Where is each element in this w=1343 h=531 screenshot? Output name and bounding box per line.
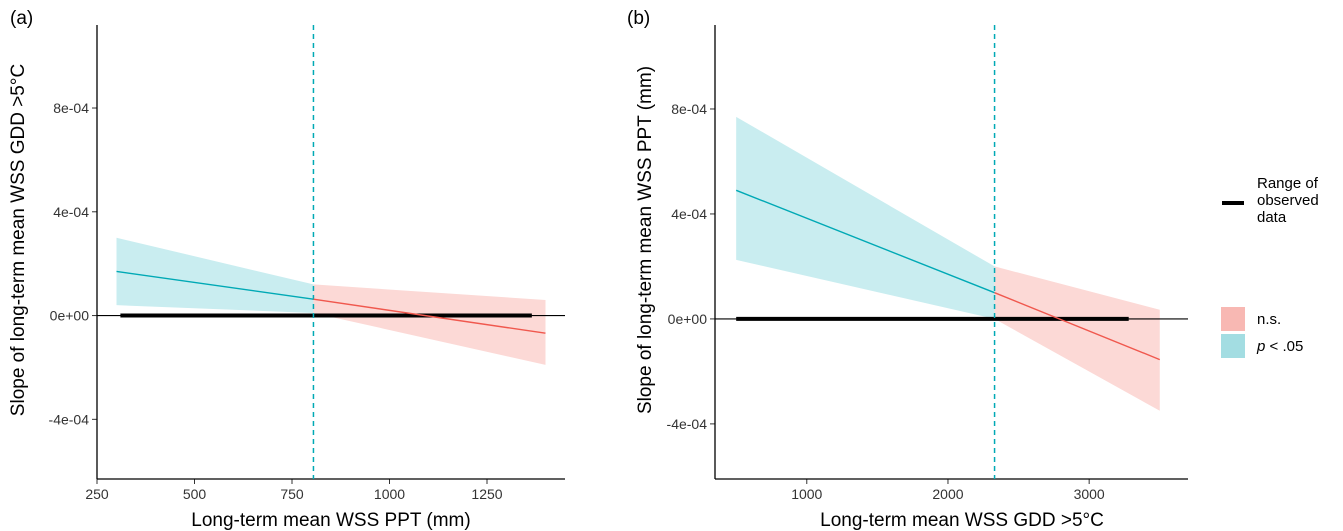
panel-a-x-axis-title: Long-term mean WSS PPT (mm)	[191, 510, 470, 531]
panel-a-x-tick-label: 750	[280, 486, 304, 502]
panel-b-y-axis-title: Slope of long-term mean WSS PPT (mm)	[635, 66, 656, 414]
legend-significant-label-rest: < .05	[1265, 338, 1303, 355]
panel-b-y-tick-label: -4e-04	[667, 416, 708, 432]
legend-observed-range-line-2: observed	[1257, 192, 1319, 209]
panel-b-band-ns	[994, 266, 1160, 411]
panel-b-y-tick-label: 4e-04	[671, 206, 707, 222]
legend: Range of observed data n.s. p < .05	[1221, 175, 1323, 358]
panel-a-lines	[96, 25, 565, 480]
panel-b-label: (b)	[627, 8, 650, 29]
panel-a-x-tick-label: 1250	[471, 486, 502, 502]
panel-b-band-significant	[736, 116, 995, 319]
panel-a-y-tick-label: 8e-04	[53, 100, 89, 116]
panel-a-line-ns	[313, 298, 546, 334]
panel-a-band-significant	[116, 237, 314, 313]
panel-a-y-axis-title: Slope of long-term mean WSS GDD >5°C	[8, 64, 29, 416]
panel-b-ticks: 1000 2000 3000 -4e-04 0e+00 4e-04 8e-04	[667, 101, 1105, 502]
panel-b-y-tick-label: 8e-04	[671, 101, 707, 117]
panel-a-x-tick-label: 250	[85, 486, 109, 502]
legend-significant-label-p: p	[1256, 338, 1265, 355]
panel-b-x-tick-label: 3000	[1074, 486, 1105, 502]
panel-b-line-significant	[735, 189, 995, 294]
legend-significant-label: p < .05	[1256, 338, 1303, 355]
panel-b-lines	[714, 25, 1188, 480]
panel-a-line-significant	[116, 270, 314, 300]
panel-b-x-tick-label: 1000	[791, 486, 822, 502]
panel-b-confidence-bands	[736, 116, 1160, 411]
legend-ns-swatch	[1221, 307, 1245, 331]
panel-a-ticks: 250 500 750 1000 1250 -4e-04 0e+00 4e-04 8e-04	[49, 100, 503, 502]
panel-a: (a) 250 500 750 1000 1250 -4e-04 0e+00 4e-04 8e-…	[8, 8, 565, 531]
panel-a-label: (a)	[10, 8, 33, 29]
panel-b-x-tick-label: 2000	[932, 486, 963, 502]
legend-observed-range-line-1: Range of	[1257, 175, 1319, 192]
panel-b: (b) 1000 2000 3000 -4e-04 0e+00 4e-04 8e-04 Lo…	[627, 8, 1188, 531]
legend-significant-swatch	[1221, 334, 1245, 358]
panel-a-y-tick-label: -4e-04	[49, 411, 90, 427]
panel-a-y-tick-label: 0e+00	[50, 308, 90, 324]
legend-observed-range-label: Range of observed data	[1257, 175, 1323, 226]
panel-b-y-tick-label: 0e+00	[668, 311, 708, 327]
panel-a-band-ns	[313, 284, 546, 365]
panel-a-x-tick-label: 500	[183, 486, 207, 502]
panel-a-y-tick-label: 4e-04	[53, 204, 89, 220]
panel-b-x-axis-title: Long-term mean WSS GDD >5°C	[820, 510, 1104, 531]
legend-observed-range-line-3: data	[1257, 209, 1287, 226]
panel-a-confidence-bands	[116, 237, 546, 365]
panel-a-x-tick-label: 1000	[374, 486, 405, 502]
panel-b-line-ns	[994, 292, 1161, 361]
legend-ns-label: n.s.	[1257, 311, 1281, 328]
